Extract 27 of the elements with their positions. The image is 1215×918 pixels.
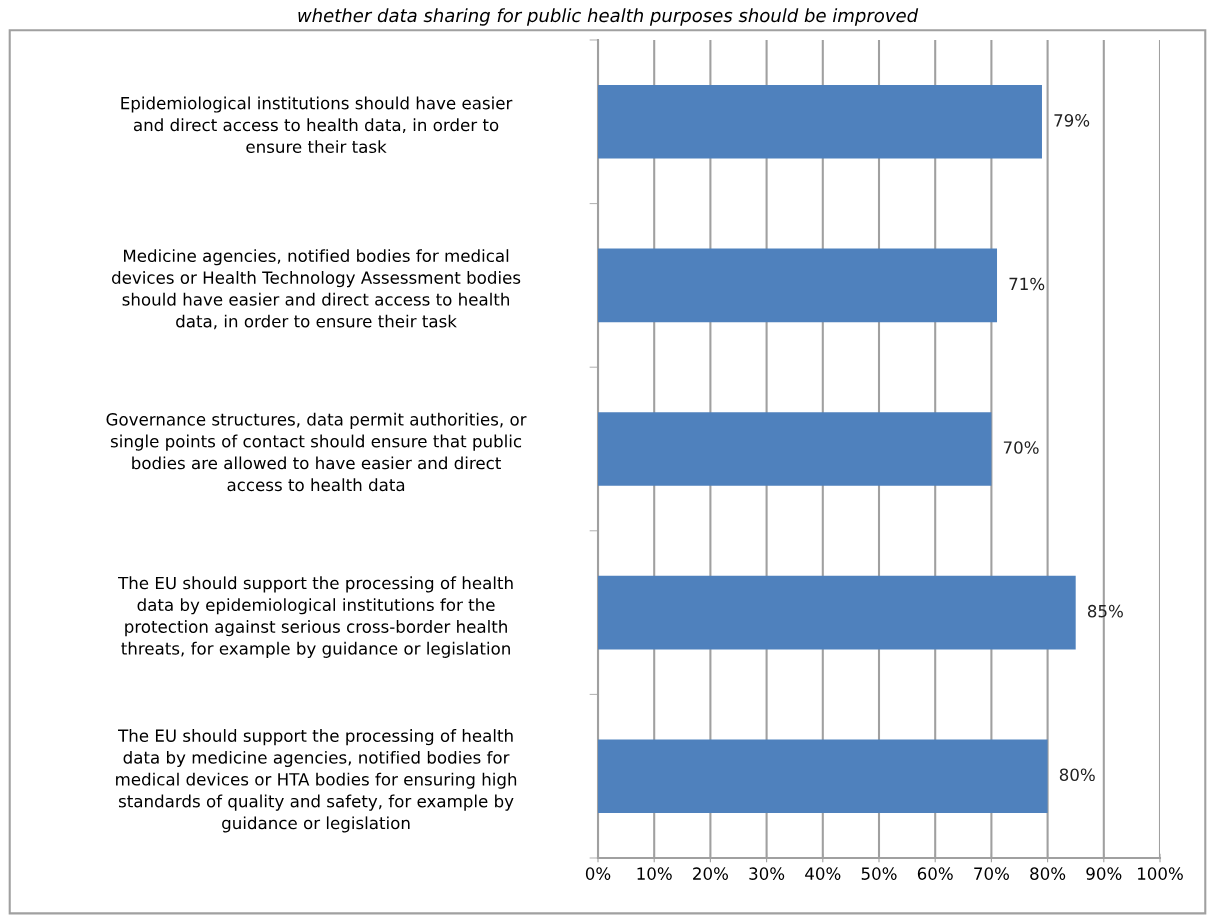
x-tick-label: 30%: [749, 867, 785, 880]
x-tick-label: 100%: [1138, 867, 1183, 880]
data-label: 79%: [1054, 114, 1090, 127]
data-label: 85%: [1087, 604, 1123, 618]
x-tick-label: 70%: [974, 867, 1009, 880]
y-tick-label: Epidemiological institutions should have easier and direct access to health data, in order to ensure their task: [121, 96, 513, 154]
y-tick-label: The EU should support the processing of health data by medicine agencies, notified bodies for medical devices or HTA bodies for ensuring high standards of quality and safety, for example by guidance or legislation: [116, 729, 517, 833]
bar: [598, 84, 1042, 159]
y-tick-label: Governance structures, data permit authorities, or single points of contact should ensure that public bodies are allowed to have easier and direct access to health data: [106, 412, 527, 492]
x-tick-label: 20%: [693, 867, 728, 880]
data-label: 80%: [1059, 768, 1095, 782]
bar: [598, 248, 998, 323]
x-tick-label: 40%: [805, 867, 841, 880]
x-tick-label: 0%: [585, 867, 611, 880]
x-tick-label: 10%: [637, 867, 672, 880]
x-tick-label: 90%: [1086, 867, 1122, 880]
bar: [598, 739, 1048, 814]
bar: [598, 575, 1076, 650]
x-tick-label: 60%: [917, 867, 953, 880]
bar: [598, 412, 992, 486]
x-tick-label: 80%: [1030, 867, 1066, 880]
data-label: 70%: [1003, 441, 1039, 454]
y-tick-label: The EU should support the processing of health data by epidemiological institutions for the protection against serious cross-border health threats, for example by guidance or legislation: [118, 576, 513, 658]
y-tick-label: Medicine agencies, notified bodies for medical devices or Health Technology Assessment bodies should have easier and direct access to health data, in order to ensure their task: [112, 249, 521, 330]
data-label: 71%: [1009, 277, 1045, 291]
chart-title: whether data sharing for public health purposes should be improved: [298, 8, 919, 26]
x-tick-label: 50%: [861, 867, 897, 880]
